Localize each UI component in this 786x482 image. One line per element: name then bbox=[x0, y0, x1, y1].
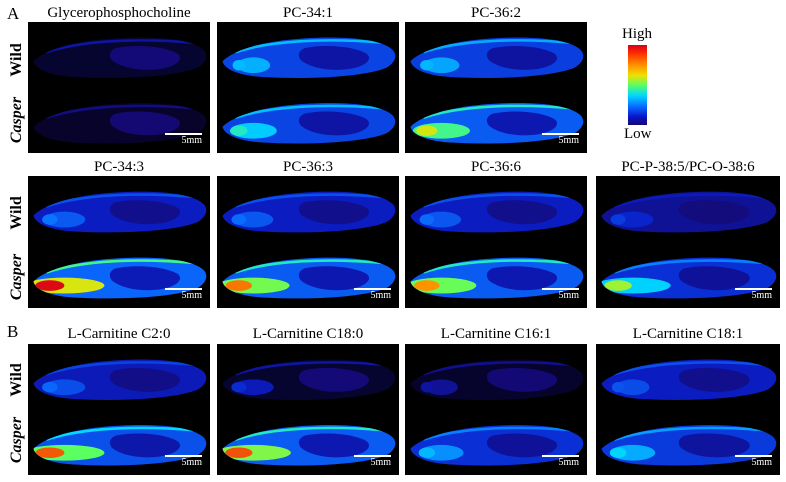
scale-bar-line bbox=[542, 455, 579, 457]
msi-tile: 5mm bbox=[28, 176, 210, 308]
tile-title: PC-36:2 bbox=[470, 5, 521, 21]
scale-bar-line bbox=[542, 288, 579, 290]
tile-title: PC-34:3 bbox=[93, 159, 144, 175]
msi-tile: 5mm bbox=[217, 176, 399, 308]
msi-tile: 5mm bbox=[28, 344, 210, 475]
msi-tile: 5mm bbox=[405, 176, 587, 308]
tile-title: L-Carnitine C18:1 bbox=[632, 326, 744, 342]
scale-bar-label: 5mm bbox=[558, 135, 579, 146]
scale-bar-line bbox=[542, 133, 579, 135]
casper-fish bbox=[601, 257, 777, 299]
color-scale-bar bbox=[628, 45, 647, 125]
row-label-wild: Wild bbox=[8, 43, 25, 77]
msi-tile: 5mm bbox=[596, 176, 780, 308]
scale-bar-label: 5mm bbox=[181, 290, 202, 301]
wild-fish bbox=[410, 191, 584, 233]
scale-bar-line bbox=[165, 455, 202, 457]
msi-heatmap bbox=[601, 191, 777, 299]
msi-tile: 5mm bbox=[596, 344, 780, 475]
casper-fish bbox=[410, 257, 584, 299]
casper-fish bbox=[33, 102, 207, 144]
wild-fish bbox=[222, 191, 396, 233]
scale-bar-label: 5mm bbox=[751, 457, 772, 468]
row-label-casper: Casper bbox=[8, 253, 25, 301]
tile-title: Glycerophosphocholine bbox=[47, 5, 191, 21]
tile-title: L-Carnitine C16:1 bbox=[440, 326, 552, 342]
wild-fish bbox=[222, 37, 396, 78]
casper-fish bbox=[410, 102, 584, 144]
scale-bar-line bbox=[735, 455, 772, 457]
msi-tile: 5mm bbox=[28, 22, 210, 153]
tile-title: PC-34:1 bbox=[282, 5, 333, 21]
casper-fish bbox=[33, 424, 207, 466]
msi-heatmap bbox=[222, 191, 396, 299]
tile-title: L-Carnitine C18:0 bbox=[252, 326, 364, 342]
tile-title: PC-P-38:5/PC-O-38:6 bbox=[621, 159, 755, 175]
scale-bar: 5mm bbox=[735, 455, 772, 469]
scale-bar: 5mm bbox=[542, 455, 579, 469]
scale-bar: 5mm bbox=[165, 455, 202, 469]
msi-tile bbox=[217, 22, 399, 153]
msi-heatmap bbox=[33, 191, 207, 299]
wild-fish bbox=[33, 37, 207, 78]
scale-bar: 5mm bbox=[165, 133, 202, 147]
msi-heatmap bbox=[33, 359, 207, 466]
msi-tile: 5mm bbox=[405, 344, 587, 475]
wild-fish bbox=[601, 359, 777, 400]
msi-heatmap bbox=[410, 191, 584, 299]
scale-bar-line bbox=[354, 455, 391, 457]
msi-heatmap bbox=[410, 359, 584, 466]
msi-tile: 5mm bbox=[405, 22, 587, 153]
scale-bar-label: 5mm bbox=[558, 457, 579, 468]
scale-high-label: High bbox=[622, 26, 652, 42]
panel-label-b: B bbox=[7, 322, 19, 341]
scale-bar-line bbox=[354, 288, 391, 290]
scale-low-label: Low bbox=[624, 126, 652, 142]
scale-bar-label: 5mm bbox=[181, 457, 202, 468]
tile-title: PC-36:3 bbox=[282, 159, 333, 175]
msi-tile: 5mm bbox=[217, 344, 399, 475]
wild-fish bbox=[33, 359, 207, 400]
casper-fish bbox=[222, 102, 396, 144]
scale-bar: 5mm bbox=[165, 288, 202, 302]
casper-fish bbox=[222, 424, 396, 466]
scale-bar-label: 5mm bbox=[370, 457, 391, 468]
scale-bar-label: 5mm bbox=[181, 135, 202, 146]
wild-fish bbox=[601, 191, 777, 233]
msi-heatmap bbox=[601, 359, 777, 466]
casper-fish bbox=[410, 424, 584, 466]
casper-fish bbox=[222, 257, 396, 299]
row-label-wild: Wild bbox=[8, 196, 25, 230]
casper-fish bbox=[601, 424, 777, 466]
scale-bar-line bbox=[735, 288, 772, 290]
scale-bar: 5mm bbox=[542, 133, 579, 147]
scale-bar-line bbox=[165, 288, 202, 290]
tile-title: L-Carnitine C2:0 bbox=[67, 326, 171, 342]
scale-bar: 5mm bbox=[542, 288, 579, 302]
wild-fish bbox=[222, 359, 396, 400]
scale-bar-label: 5mm bbox=[751, 290, 772, 301]
scale-bar-label: 5mm bbox=[370, 290, 391, 301]
row-label-casper: Casper bbox=[8, 416, 25, 464]
tile-title: PC-36:6 bbox=[470, 159, 521, 175]
panel-label-a: A bbox=[7, 4, 20, 23]
msi-heatmap bbox=[222, 359, 396, 466]
row-label-wild: Wild bbox=[8, 363, 25, 397]
scale-bar: 5mm bbox=[354, 288, 391, 302]
scale-bar-label: 5mm bbox=[558, 290, 579, 301]
scale-bar: 5mm bbox=[735, 288, 772, 302]
wild-fish bbox=[33, 191, 207, 233]
wild-fish bbox=[410, 359, 584, 400]
row-label-casper: Casper bbox=[8, 96, 25, 144]
msi-heatmap bbox=[33, 37, 207, 144]
msi-heatmap bbox=[222, 37, 396, 144]
scale-bar-line bbox=[165, 133, 202, 135]
wild-fish bbox=[410, 37, 584, 78]
scale-bar: 5mm bbox=[354, 455, 391, 469]
msi-heatmap bbox=[410, 37, 584, 144]
casper-fish bbox=[33, 257, 207, 299]
